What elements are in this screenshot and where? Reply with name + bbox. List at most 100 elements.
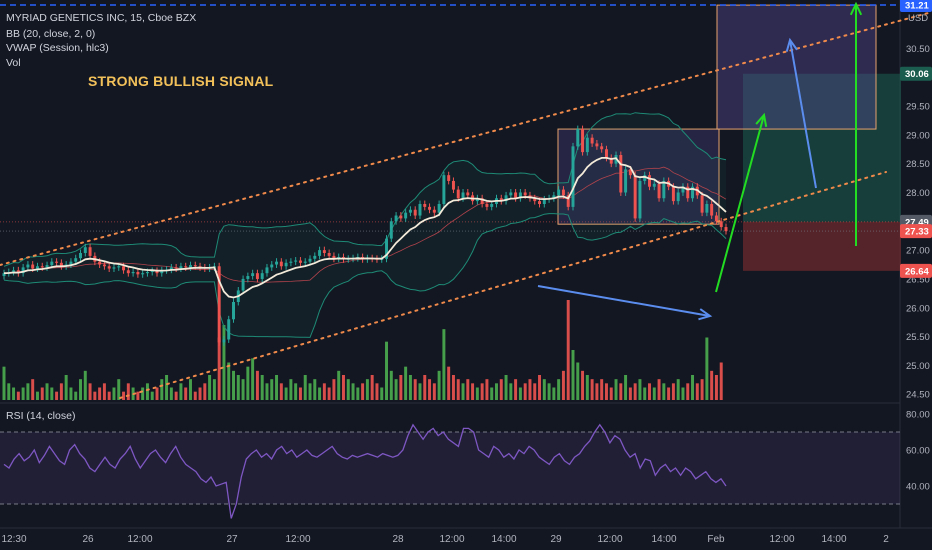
candle[interactable] [83, 247, 87, 253]
candle[interactable] [609, 157, 613, 164]
candle[interactable] [557, 189, 561, 196]
candle[interactable] [308, 258, 312, 262]
candle[interactable] [671, 186, 675, 202]
candle[interactable] [461, 192, 465, 199]
candle[interactable] [265, 267, 269, 274]
candle[interactable] [50, 261, 54, 266]
candle[interactable] [676, 192, 680, 202]
channel-upper-line[interactable] [0, 11, 932, 266]
candle[interactable] [542, 199, 546, 204]
candle[interactable] [284, 262, 288, 267]
candle[interactable] [217, 266, 221, 343]
candle[interactable] [332, 255, 336, 259]
candle[interactable] [79, 253, 82, 259]
candle[interactable] [251, 273, 255, 277]
candle[interactable] [719, 221, 723, 228]
candle[interactable] [475, 198, 479, 202]
candle[interactable] [442, 175, 446, 204]
candle[interactable] [31, 264, 35, 269]
candle[interactable] [21, 267, 25, 274]
candle[interactable] [40, 266, 44, 268]
candle[interactable] [418, 204, 422, 216]
candle[interactable] [652, 183, 656, 187]
candle[interactable] [643, 175, 647, 181]
projection-arrow[interactable] [789, 39, 817, 189]
candle[interactable] [88, 247, 92, 256]
candle[interactable] [619, 155, 623, 193]
stop-zone[interactable] [743, 221, 901, 271]
candle[interactable] [126, 270, 130, 274]
candle[interactable] [59, 262, 63, 267]
candle[interactable] [270, 264, 274, 268]
candle[interactable] [318, 250, 322, 256]
candle[interactable] [518, 192, 522, 199]
candle[interactable] [552, 195, 556, 199]
candle[interactable] [523, 192, 527, 196]
candle[interactable] [662, 180, 666, 199]
candle[interactable] [74, 258, 78, 262]
candle[interactable] [648, 175, 651, 187]
candle[interactable] [566, 195, 570, 207]
candle[interactable] [590, 137, 594, 144]
candle[interactable] [714, 215, 718, 222]
candle[interactable] [69, 261, 73, 265]
candle[interactable] [624, 169, 628, 193]
candle[interactable] [600, 146, 604, 150]
candle[interactable] [255, 273, 259, 279]
candle[interactable] [188, 265, 192, 268]
candle[interactable] [131, 272, 135, 274]
candle[interactable] [298, 260, 302, 263]
target-zone[interactable] [743, 73, 901, 222]
candle[interactable] [102, 264, 106, 267]
candle[interactable] [686, 186, 690, 199]
candle[interactable] [451, 180, 455, 190]
candle[interactable] [294, 260, 298, 262]
candle[interactable] [313, 255, 317, 259]
candle[interactable] [241, 278, 245, 291]
candle[interactable] [389, 221, 393, 239]
candle[interactable] [499, 198, 503, 202]
candle[interactable] [2, 273, 6, 277]
candle[interactable] [705, 204, 709, 213]
candle[interactable] [222, 339, 226, 343]
channel-lower-line[interactable] [119, 171, 887, 399]
candle[interactable] [480, 198, 484, 204]
candle[interactable] [571, 146, 575, 207]
candle[interactable] [117, 266, 121, 268]
candle[interactable] [504, 195, 508, 202]
candle[interactable] [26, 264, 30, 268]
candle[interactable] [724, 227, 728, 232]
candle[interactable] [413, 209, 417, 216]
candle[interactable] [169, 267, 173, 270]
candle[interactable] [227, 319, 231, 340]
candle[interactable] [691, 186, 695, 199]
candle[interactable] [327, 253, 331, 256]
candle[interactable] [98, 261, 102, 265]
candle[interactable] [404, 212, 408, 219]
candle[interactable] [490, 204, 494, 207]
candle[interactable] [456, 189, 460, 199]
candle[interactable] [399, 215, 403, 219]
candle[interactable] [141, 273, 145, 275]
candle[interactable] [466, 192, 470, 196]
breakout-arrow[interactable] [715, 114, 765, 293]
candle[interactable] [35, 266, 39, 269]
candle[interactable] [193, 265, 197, 267]
candle[interactable] [432, 209, 436, 213]
rsi-legend[interactable]: RSI (14, close) [6, 410, 75, 422]
candle[interactable] [303, 261, 307, 263]
candle[interactable] [509, 192, 513, 196]
candle[interactable] [45, 265, 49, 268]
candle[interactable] [561, 189, 565, 196]
bb-legend[interactable]: BB (20, close, 2, 0) [6, 28, 95, 40]
candle[interactable] [700, 195, 704, 213]
candle[interactable] [408, 209, 412, 213]
candle[interactable] [585, 137, 589, 153]
vol-legend[interactable]: Vol [6, 57, 21, 69]
candle[interactable] [595, 143, 599, 147]
candle[interactable] [107, 266, 111, 269]
candle[interactable] [628, 169, 632, 176]
candle[interactable] [447, 175, 451, 181]
candle[interactable] [681, 186, 685, 193]
